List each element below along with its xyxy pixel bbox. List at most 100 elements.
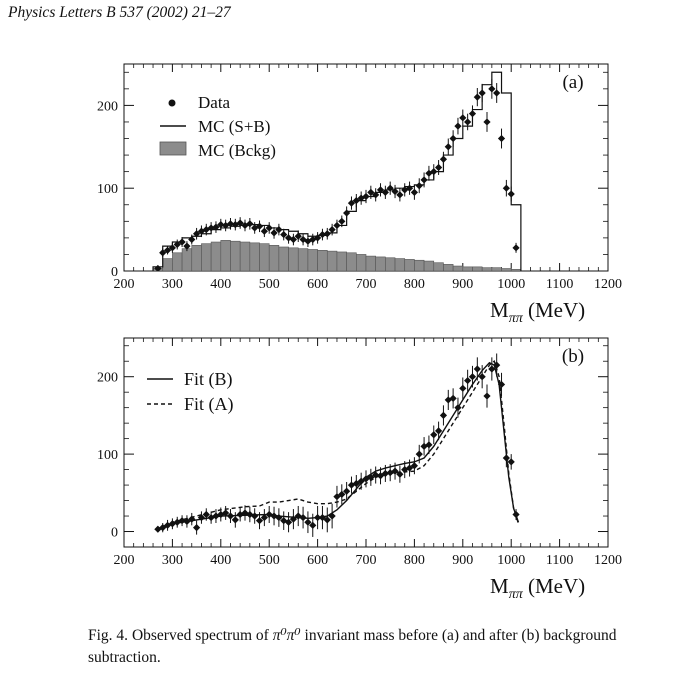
data-point	[493, 89, 501, 97]
x-tick-label: 600	[307, 277, 328, 292]
data-point	[464, 376, 472, 385]
data-point	[396, 470, 404, 478]
data-point	[255, 222, 264, 230]
data-point	[323, 230, 331, 238]
data-point	[444, 396, 452, 404]
data-point	[280, 230, 288, 239]
data-point	[425, 441, 433, 449]
fit-a-curve	[157, 360, 520, 530]
legend-data-marker	[168, 99, 176, 107]
data-point	[497, 134, 506, 143]
data-point	[183, 242, 191, 250]
data-point	[328, 226, 336, 234]
legend-fit-b-label: Fit (B)	[184, 369, 233, 390]
bckg-histogram-bin	[375, 256, 386, 271]
legend-fit-a-label: Fit (A)	[184, 394, 234, 415]
legend-bckg-box	[159, 141, 187, 156]
data-point	[386, 469, 394, 477]
legend-mc-label: MC (S+B)	[198, 117, 270, 136]
bckg-histogram-bin	[249, 242, 260, 271]
bckg-histogram-bin	[210, 241, 222, 271]
data-point	[478, 373, 486, 381]
bckg-histogram-bin	[181, 248, 193, 271]
x-tick-label: 500	[259, 553, 280, 568]
data-point	[381, 469, 389, 478]
bckg-histogram-bin	[443, 264, 454, 271]
x-tick-label: 1000	[497, 277, 525, 292]
data-point	[493, 361, 501, 369]
data-point	[391, 467, 399, 475]
x-tick-label: 200	[114, 553, 135, 568]
x-axis-label: Mππ (MeV)	[490, 574, 585, 602]
data-point	[376, 472, 385, 480]
data-point	[178, 517, 186, 525]
data-point	[483, 118, 491, 126]
x-tick-label: 400	[210, 277, 231, 292]
data-point	[512, 510, 520, 519]
caption-label: Fig. 4.	[88, 627, 129, 644]
bckg-histogram-bin	[385, 257, 396, 271]
data-point	[473, 365, 481, 373]
bckg-histogram-bin	[404, 259, 415, 271]
data-point	[464, 118, 472, 126]
data-point	[483, 392, 491, 400]
bckg-histogram-bin	[239, 241, 251, 271]
y-tick-label: 0	[111, 265, 118, 280]
bckg-histogram-bin	[481, 267, 493, 271]
data-point	[284, 518, 293, 526]
data-point	[357, 194, 365, 202]
bckg-histogram-bin	[452, 265, 464, 271]
caption-math: π⁰π⁰	[272, 627, 301, 644]
data-point	[381, 188, 389, 196]
data-point	[376, 186, 385, 194]
data-point	[197, 513, 206, 522]
x-axis-label: Mππ (MeV)	[490, 298, 585, 326]
x-tick-label: 1200	[594, 553, 622, 568]
data-point	[488, 85, 496, 93]
data-point	[347, 481, 356, 489]
data-point	[454, 122, 462, 130]
data-point	[352, 197, 360, 205]
plot-frame	[123, 63, 609, 272]
data-point	[163, 246, 172, 254]
x-tick-label: 800	[404, 553, 425, 568]
plot-area	[154, 353, 520, 537]
data-point	[289, 235, 297, 244]
data-point	[396, 191, 404, 199]
bckg-histogram-bin	[201, 243, 212, 271]
data-point	[323, 516, 331, 524]
x-tick-label: 600	[307, 553, 328, 568]
data-point	[357, 477, 365, 485]
x-tick-label: 900	[452, 277, 473, 292]
data-point	[439, 155, 448, 163]
data-point	[299, 513, 307, 522]
x-tick-label: 1100	[546, 553, 573, 568]
data-point	[473, 93, 481, 101]
data-point	[343, 487, 351, 495]
data-point	[449, 134, 457, 143]
bckg-histogram-bin	[472, 266, 483, 271]
figure-caption: Fig. 4. Observed spectrum of π⁰π⁰ invari…	[88, 625, 648, 669]
bckg-histogram-bin	[501, 268, 512, 271]
x-tick-label: 1200	[594, 277, 622, 292]
bckg-histogram-bin	[317, 250, 328, 271]
panel-b: 200 300 400 500 600 700 800 900 1000 1100 1200 0 100…	[97, 337, 622, 602]
data-point	[193, 230, 201, 238]
data-point	[222, 509, 230, 517]
bckg-histogram-bin	[268, 245, 280, 271]
data-point	[183, 517, 191, 526]
figure-canvas: 200 300 400 500 600 700 800 900 1000 1100 12000100…	[97, 63, 622, 602]
data-point	[478, 89, 486, 97]
data-point	[314, 513, 322, 522]
legend-bckg-label: MC (Bckg)	[198, 141, 276, 160]
data-point	[343, 209, 351, 217]
data-point	[226, 512, 235, 520]
y-tick-label: 200	[97, 99, 118, 114]
bckg-histogram-bin	[259, 243, 270, 271]
data-point	[502, 454, 510, 462]
bckg-histogram-bin	[491, 267, 502, 271]
data-point	[459, 114, 467, 122]
data-point	[294, 232, 302, 240]
panel-a: 200 300 400 500 600 700 800 900 1000 1100 1200 0 100…	[97, 63, 622, 326]
x-tick-label: 1000	[497, 553, 525, 568]
